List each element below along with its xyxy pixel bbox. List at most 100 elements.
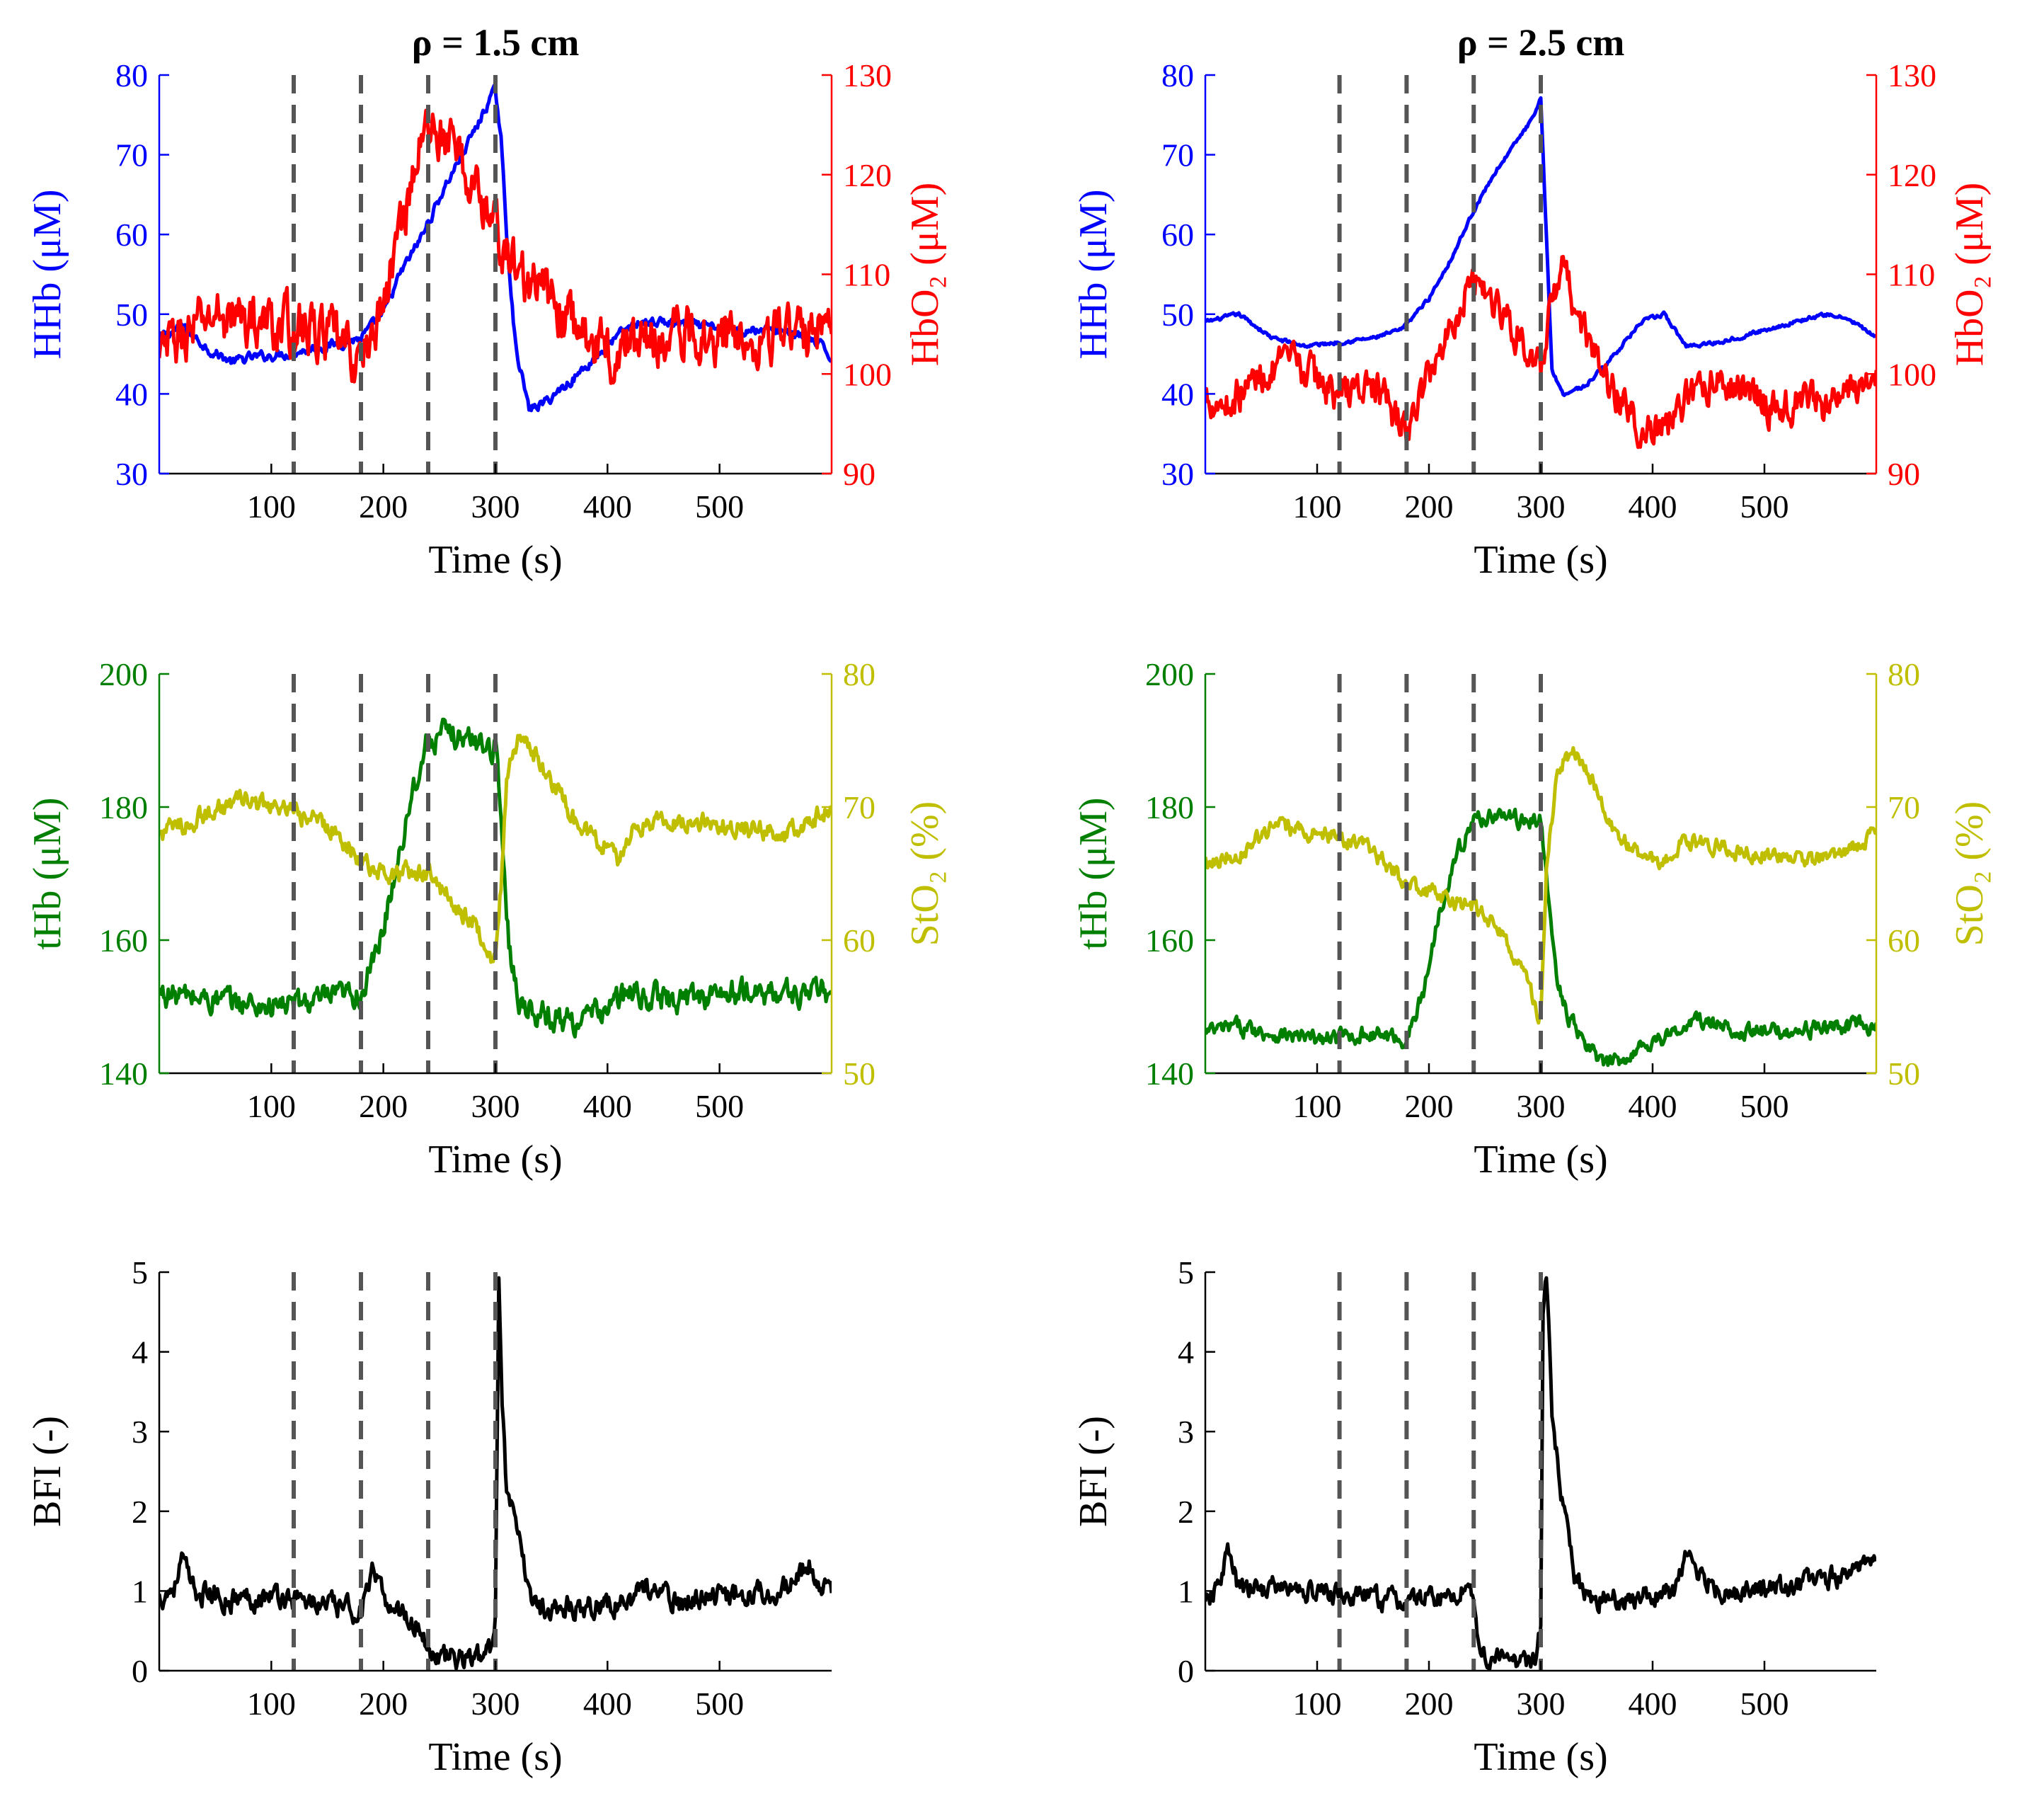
y-axis-left-label: HHb (μM) [25, 190, 69, 360]
y-right-tick-label: 130 [1888, 57, 1936, 93]
series-line-hhb [159, 83, 832, 413]
x-tick-label: 200 [1405, 1686, 1454, 1722]
x-tick-label: 500 [1740, 1088, 1789, 1124]
chart-title: ρ = 1.5 cm [412, 21, 580, 64]
y-left-tick-label: 4 [1178, 1334, 1194, 1371]
x-axis-label: Time (s) [1474, 1138, 1607, 1182]
y-right-tick-label: 80 [1888, 656, 1920, 692]
y-right-tick-label: 90 [1888, 456, 1920, 492]
series-line-bfi [1205, 1276, 1876, 1671]
y-left-tick-label: 30 [1161, 456, 1194, 492]
x-tick-label: 400 [1629, 1088, 1677, 1124]
y-left-tick-label: 60 [115, 217, 148, 253]
y-left-tick-label: 3 [132, 1414, 148, 1450]
y-right-tick-label: 70 [843, 789, 875, 825]
x-tick-label: 500 [695, 1686, 744, 1722]
y-right-tick-label: 130 [843, 57, 892, 93]
series-line-hhb [1205, 96, 1876, 397]
panel-bottom-right: 100 200 300 400 500 0 1 2 3 4 5 Time (s) BFI (-) [1072, 1254, 1876, 1779]
y-left-tick-label: 1 [132, 1573, 148, 1609]
y-right-tick-label: 110 [843, 257, 890, 293]
y-axis-right-label: HbO₂ (μM) [1948, 183, 1992, 367]
x-tick-label: 300 [1517, 1686, 1566, 1722]
y-left-tick-label: 140 [1145, 1056, 1194, 1092]
y-right-tick-label: 110 [1888, 257, 1935, 293]
panel-top-right: ρ = 2.5 cm 100 200 300 400 500 30 40 50 60 70 80 90 1… [1072, 21, 1992, 582]
y-axis-left-label: BFI (-) [25, 1416, 69, 1527]
y-left-tick-label: 40 [1161, 376, 1194, 412]
y-right-tick-label: 50 [1888, 1056, 1920, 1092]
y-right-tick-label: 120 [1888, 157, 1936, 193]
x-tick-label: 200 [1405, 488, 1454, 525]
y-left-tick-label: 80 [115, 57, 148, 93]
x-tick-label: 200 [1405, 1088, 1454, 1124]
y-left-tick-label: 50 [115, 297, 148, 333]
x-tick-label: 100 [1293, 1686, 1342, 1722]
x-axis-label: Time (s) [1474, 1735, 1607, 1779]
y-left-tick-label: 80 [1161, 57, 1194, 93]
y-left-tick-label: 2 [1178, 1494, 1194, 1530]
y-right-tick-label: 100 [843, 356, 892, 392]
y-right-tick-label: 60 [1888, 922, 1920, 959]
y-left-tick-label: 200 [99, 656, 148, 692]
y-left-tick-label: 180 [99, 789, 148, 825]
y-left-tick-label: 160 [1145, 922, 1194, 959]
x-tick-label: 300 [471, 488, 520, 525]
y-left-tick-label: 160 [99, 922, 148, 959]
x-tick-label: 100 [1293, 1088, 1342, 1124]
x-axis-label: Time (s) [428, 1138, 562, 1182]
x-axis-label: Time (s) [428, 538, 562, 582]
y-left-tick-label: 70 [1161, 137, 1194, 173]
y-right-tick-label: 70 [1888, 789, 1920, 825]
x-tick-label: 500 [1740, 488, 1789, 525]
y-right-tick-label: 80 [843, 656, 875, 692]
x-tick-label: 200 [359, 488, 408, 525]
y-axis-left-label: BFI (-) [1072, 1416, 1115, 1527]
x-tick-label: 400 [583, 1686, 632, 1722]
x-tick-label: 100 [247, 1088, 296, 1124]
x-tick-label: 200 [359, 1088, 408, 1124]
y-left-tick-label: 0 [132, 1653, 148, 1689]
x-tick-label: 300 [1517, 1088, 1566, 1124]
x-tick-label: 300 [471, 1686, 520, 1722]
x-tick-label: 400 [1629, 488, 1677, 525]
x-tick-label: 400 [583, 1088, 632, 1124]
x-tick-label: 500 [695, 1088, 744, 1124]
y-axis-left-label: HHb (μM) [1072, 190, 1115, 360]
y-left-tick-label: 200 [1145, 656, 1194, 692]
y-left-tick-label: 40 [115, 376, 148, 412]
x-tick-label: 300 [471, 1088, 520, 1124]
y-left-tick-label: 140 [99, 1056, 148, 1092]
y-right-tick-label: 120 [843, 157, 892, 193]
y-left-tick-label: 1 [1178, 1573, 1194, 1609]
series-line-thb [1205, 807, 1876, 1068]
y-axis-right-label: HbO₂ (μM) [903, 183, 947, 367]
y-left-tick-label: 0 [1178, 1653, 1194, 1689]
y-left-tick-label: 30 [115, 456, 148, 492]
y-left-tick-label: 5 [132, 1254, 148, 1291]
chart-title: ρ = 2.5 cm [1457, 21, 1625, 64]
y-right-tick-label: 50 [843, 1056, 875, 1092]
y-left-tick-label: 180 [1145, 789, 1194, 825]
y-left-tick-label: 70 [115, 137, 148, 173]
y-left-tick-label: 50 [1161, 297, 1194, 333]
x-tick-label: 300 [1517, 488, 1566, 525]
x-tick-label: 400 [1629, 1686, 1677, 1722]
series-group [1205, 1276, 1876, 1671]
panel-bottom-left: 100 200 300 400 500 0 1 2 3 4 5 Time (s) BFI (-) [25, 1254, 832, 1779]
y-left-tick-label: 5 [1178, 1254, 1194, 1291]
panel-mid-right: 100 200 300 400 500 140 160 180 200 50 60 70 80 Time … [1072, 656, 1992, 1182]
x-tick-label: 100 [247, 1686, 296, 1722]
x-tick-label: 400 [583, 488, 632, 525]
x-tick-label: 200 [359, 1686, 408, 1722]
y-left-tick-label: 2 [132, 1494, 148, 1530]
y-left-tick-label: 4 [132, 1334, 148, 1371]
x-tick-label: 100 [1293, 488, 1342, 525]
y-left-tick-label: 60 [1161, 217, 1194, 253]
y-right-tick-label: 100 [1888, 356, 1936, 392]
y-axis-left-label: tHb (μM) [1072, 797, 1115, 949]
y-left-tick-label: 3 [1178, 1414, 1194, 1450]
y-axis-right-label: StO₂ (%) [1948, 801, 1992, 946]
x-tick-label: 500 [1740, 1686, 1789, 1722]
